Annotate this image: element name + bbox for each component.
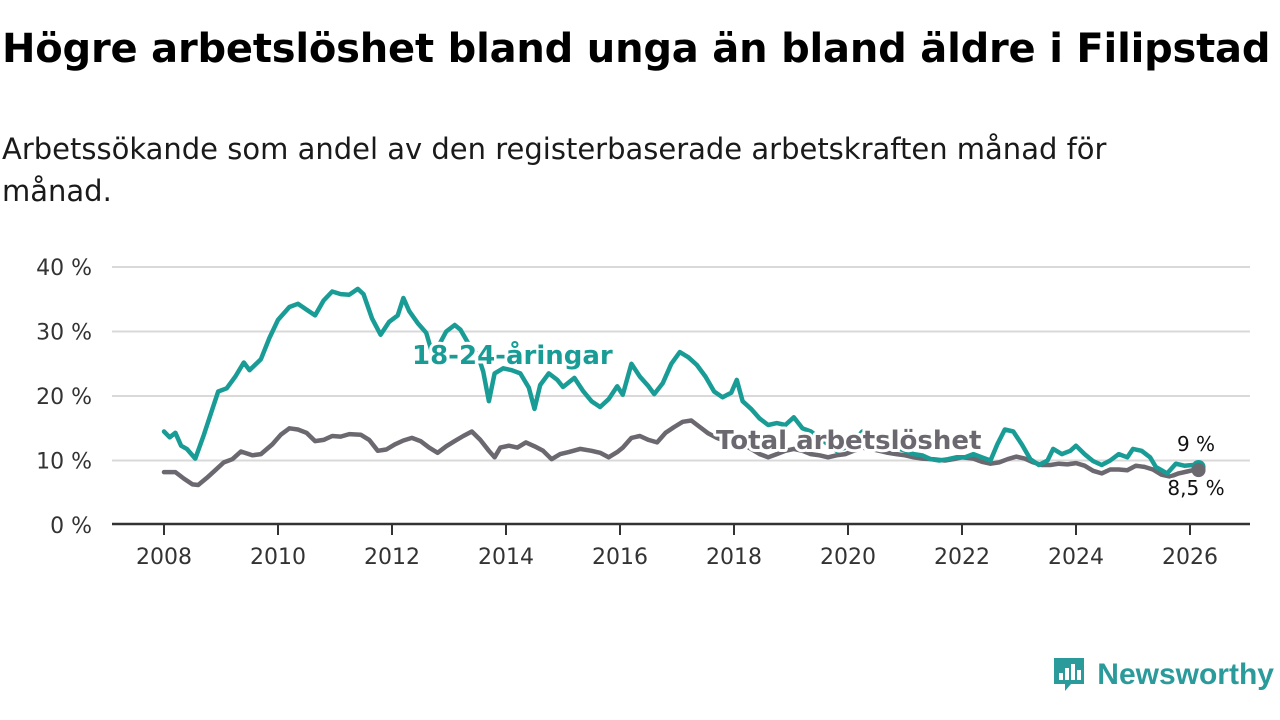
x-tick-label: 2022 <box>934 545 990 570</box>
youth-series-line <box>161 286 1201 476</box>
x-tick-label: 2010 <box>250 545 306 570</box>
youth-series-label: 18-24-åringar <box>412 339 613 371</box>
y-tick-label: 20 % <box>36 385 92 410</box>
x-tick-label: 2020 <box>820 545 876 570</box>
y-tick-label: 0 % <box>50 514 92 539</box>
y-tick-label: 30 % <box>36 321 92 346</box>
x-tick-label: 2012 <box>364 545 420 570</box>
x-tick-label: 2008 <box>136 545 192 570</box>
y-tick-label: 40 % <box>36 256 92 281</box>
x-tick-label: 2014 <box>478 545 534 570</box>
total-end-point <box>1191 463 1206 478</box>
grid-lines <box>112 266 1250 462</box>
youth-end-value: 9 % <box>1177 432 1215 456</box>
total-series-label: Total arbetslöshet <box>716 426 981 456</box>
x-tick-label: 2024 <box>1048 545 1104 570</box>
chart-subtitle: Arbetssökande som andel av den registerb… <box>2 132 1107 208</box>
series-lines <box>161 286 1206 488</box>
total-series-line <box>161 418 1201 488</box>
chart-labels: 18-24-åringar Total arbetslöshet 9 % 8,5 % <box>409 336 1227 502</box>
newsworthy-logo: Newsworthy <box>1051 656 1274 694</box>
y-tick-label: 10 % <box>36 450 92 475</box>
newsworthy-logo-icon <box>1054 658 1085 691</box>
brand-name: Newsworthy <box>1097 658 1274 691</box>
x-tick-label: 2016 <box>592 545 648 570</box>
x-tick-label: 2026 <box>1162 545 1218 570</box>
x-tick-label: 2018 <box>706 545 762 570</box>
chart-title: Högre arbetslöshet bland unga än bland ä… <box>2 26 1271 72</box>
axes: 0 % 10 % 20 % 30 % 40 % 2008 2010 2012 2014 2016 2… <box>36 256 1250 570</box>
total-end-value: 8,5 % <box>1167 476 1224 500</box>
